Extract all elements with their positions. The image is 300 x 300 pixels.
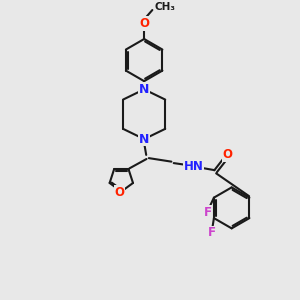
Text: CH₃: CH₃ <box>154 2 176 11</box>
Text: O: O <box>139 17 149 30</box>
Text: HN: HN <box>184 160 203 172</box>
Text: N: N <box>139 133 149 146</box>
Text: N: N <box>139 83 149 96</box>
Text: F: F <box>203 206 211 219</box>
Text: F: F <box>208 226 216 239</box>
Text: O: O <box>115 186 125 199</box>
Text: O: O <box>223 148 232 161</box>
